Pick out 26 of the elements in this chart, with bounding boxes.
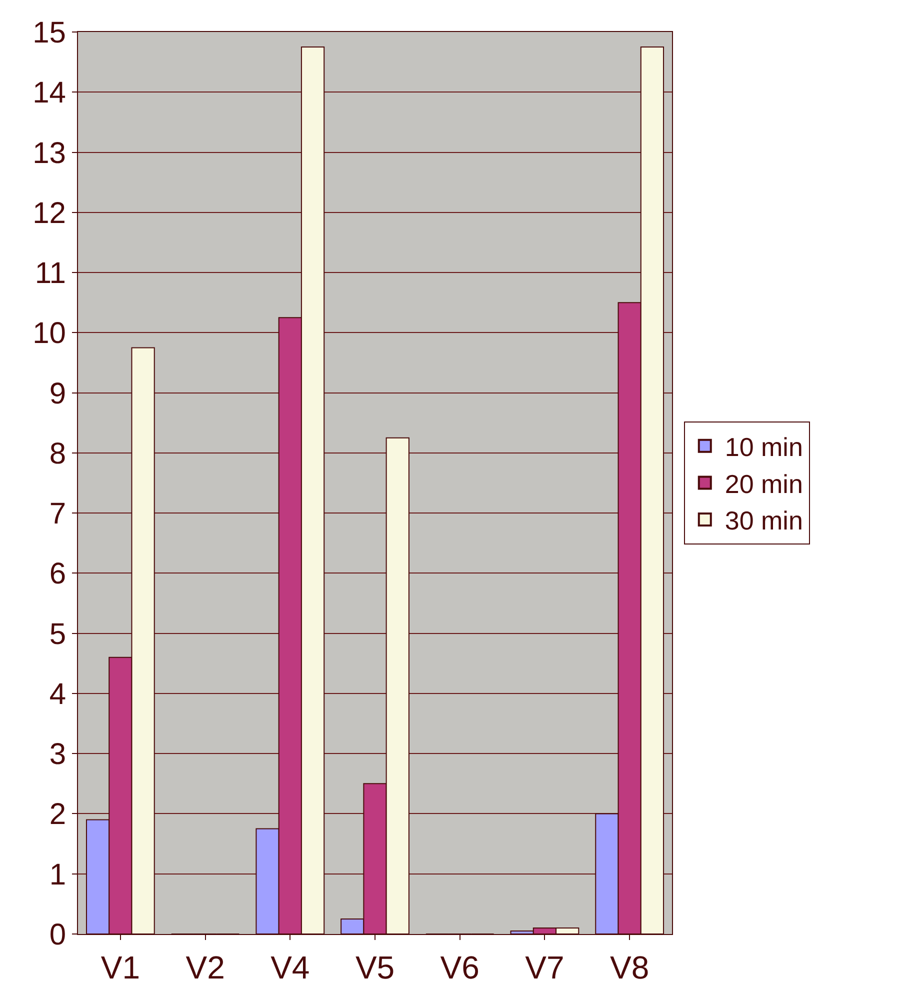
y-tick-label: 11 [34, 257, 66, 290]
x-tick-label: V4 [270, 949, 310, 986]
y-tick-label: 6 [49, 558, 66, 591]
y-tick-label: 3 [49, 738, 66, 772]
y-tick-label: 0 [49, 918, 66, 952]
x-tick-label: V5 [355, 949, 395, 986]
legend-label: 30 min [724, 506, 803, 536]
y-tick-label: 5 [49, 618, 66, 651]
x-tick-label: V2 [186, 949, 225, 986]
x-tick-label: V1 [100, 949, 140, 986]
legend-label: 20 min [724, 468, 803, 499]
y-tick-label: 14 [32, 76, 66, 110]
x-tick-label: V8 [610, 949, 650, 986]
x-tick-label: V6 [440, 949, 480, 986]
y-tick-label: 15 [32, 16, 66, 50]
y-tick-label: 9 [49, 377, 66, 410]
y-tick-label: 8 [49, 437, 66, 470]
legend-label: 10 min [724, 432, 803, 462]
y-tick-label: 10 [32, 317, 66, 350]
y-tick-label: 12 [32, 196, 66, 230]
y-tick-label: 13 [32, 136, 66, 170]
x-tick-label: V7 [525, 949, 564, 986]
y-tick-label: 7 [49, 498, 66, 531]
y-tick-label: 2 [49, 798, 66, 832]
y-tick-label: 1 [49, 858, 66, 892]
y-tick-label: 4 [49, 678, 66, 711]
